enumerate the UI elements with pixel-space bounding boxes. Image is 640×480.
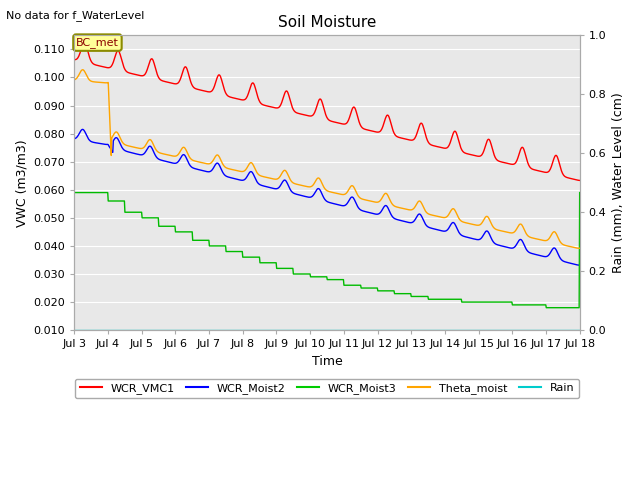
Y-axis label: Rain (mm), Water Level (cm): Rain (mm), Water Level (cm) xyxy=(612,92,625,273)
Y-axis label: VWC (m3/m3): VWC (m3/m3) xyxy=(15,139,28,227)
Legend: WCR_VMC1, WCR_Moist2, WCR_Moist3, Theta_moist, Rain: WCR_VMC1, WCR_Moist2, WCR_Moist3, Theta_… xyxy=(75,379,579,398)
Text: No data for f_WaterLevel: No data for f_WaterLevel xyxy=(6,10,145,21)
Text: BC_met: BC_met xyxy=(76,37,119,48)
Title: Soil Moisture: Soil Moisture xyxy=(278,15,376,30)
X-axis label: Time: Time xyxy=(312,355,342,368)
